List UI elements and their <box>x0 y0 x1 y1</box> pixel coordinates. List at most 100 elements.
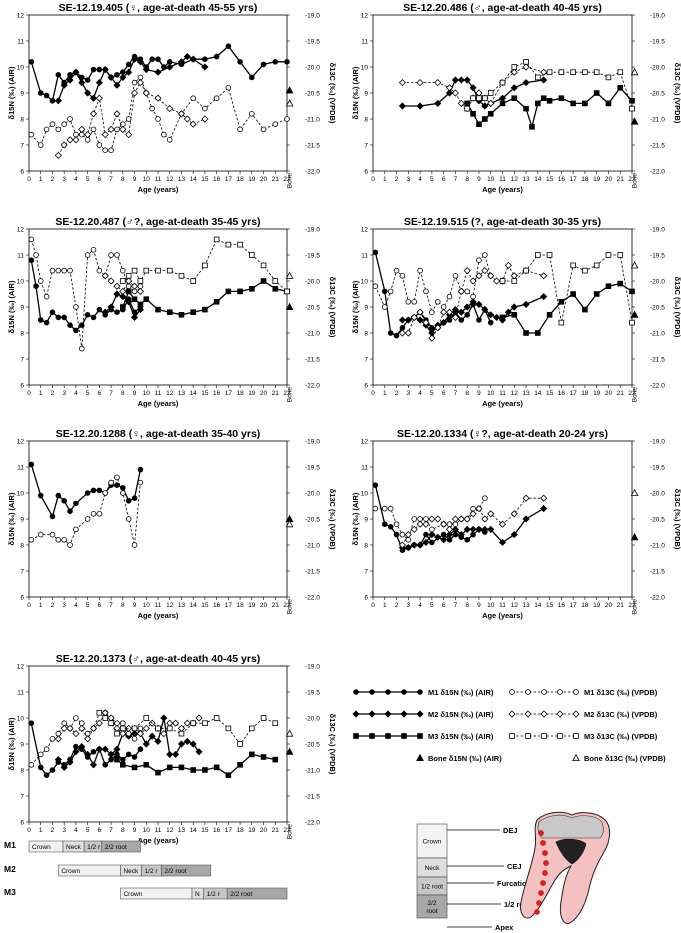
y-right-axis-label: δ13C (‰) (VPDB) <box>328 63 337 124</box>
series-line-M2-N <box>402 79 544 107</box>
x-tick-label: 3 <box>407 390 411 397</box>
data-point-M3-N <box>535 330 541 336</box>
legend-label: M2 δ13C (‰) (VPDB) <box>584 710 658 719</box>
data-point-M3-C <box>120 278 126 284</box>
series-line-M2-C <box>57 81 206 156</box>
data-point-M1-N <box>28 257 35 264</box>
data-point-M1-C <box>37 142 44 148</box>
chart-title: SE-12.20.486 (♂, age-at-death 40-45 yrs) <box>403 2 602 14</box>
data-point-M2-N <box>445 89 454 97</box>
x-tick-label: 12 <box>511 390 519 397</box>
data-point-M1-N <box>28 461 35 468</box>
data-point-M1-N <box>73 327 79 334</box>
data-point-M1-N <box>37 317 44 323</box>
data-point-M2-C <box>119 730 127 738</box>
data-point-M1-C <box>108 252 114 258</box>
y-right-tick-label: -19.5 <box>650 252 665 259</box>
data-point-M3-N <box>617 85 624 91</box>
x-tick-label: 7 <box>454 176 458 183</box>
x-tick-label: 8 <box>121 827 125 834</box>
data-point-M2-C <box>475 272 483 280</box>
y-right-tick-label: -19.0 <box>305 226 320 233</box>
y-right-tick-label: -20.5 <box>305 741 320 748</box>
data-point-M1-N <box>55 72 62 78</box>
data-point-M2-N <box>493 313 501 321</box>
data-point-M3-N <box>629 288 635 295</box>
bone-axis-label: Bone <box>631 599 638 615</box>
y-right-tick-label: -21.5 <box>650 568 665 575</box>
data-point-M1-N <box>372 482 379 489</box>
data-point-M3-N <box>178 764 185 771</box>
data-point-M1-C <box>131 79 138 86</box>
legend-marker <box>509 689 515 695</box>
data-point-M2-N <box>130 55 139 63</box>
data-point-M1-C <box>96 510 103 517</box>
bone-n-marker <box>285 747 294 755</box>
data-point-M2-C <box>189 120 197 128</box>
data-point-M2-C <box>89 110 98 118</box>
chart-title: SE-12.20.1373 (♂, age-at-death 40-45 yrs… <box>56 653 261 665</box>
x-tick-label: 15 <box>546 602 554 609</box>
data-point-M2-C <box>463 267 471 275</box>
y-left-tick-label: 12 <box>361 438 369 445</box>
data-point-M2-C <box>434 79 442 87</box>
data-point-M2-N <box>166 750 174 758</box>
data-point-M2-N <box>469 298 477 306</box>
y-left-tick-label: 11 <box>17 689 24 696</box>
data-point-M2-N <box>416 541 424 549</box>
x-tick-label: 4 <box>74 602 78 609</box>
data-point-M1-C <box>131 542 138 548</box>
y-left-axis-label: δ15N (‰) (AIR) <box>351 280 360 333</box>
data-point-M1-N <box>225 43 232 49</box>
x-tick-label: 20 <box>260 827 268 834</box>
x-tick-label: 11 <box>155 827 162 834</box>
data-point-M1-C <box>84 516 91 522</box>
legend-marker <box>384 710 392 718</box>
y-right-tick-label: -20.5 <box>650 516 665 523</box>
x-tick-label: 0 <box>371 602 375 609</box>
y-right-tick-label: -22.0 <box>305 168 320 175</box>
data-point-M1-N <box>61 314 67 321</box>
data-point-M2-N <box>404 316 412 324</box>
x-tick-label: 1 <box>39 176 43 183</box>
series-line-M3-C <box>122 238 288 292</box>
data-point-M1-C <box>417 267 423 274</box>
data-point-M2-N <box>189 55 197 63</box>
y-left-tick-label: 6 <box>20 594 24 601</box>
data-point-M3-C <box>155 267 161 274</box>
data-point-M2-N <box>422 538 430 546</box>
x-tick-label: 22 <box>283 176 291 183</box>
x-tick-label: 19 <box>248 176 256 183</box>
data-point-M1-C <box>55 126 62 133</box>
y-right-tick-label: -20.0 <box>305 715 320 722</box>
data-point-M1-N <box>55 492 62 499</box>
x-tick-label: 8 <box>121 602 125 609</box>
data-point-M2-C <box>60 724 68 732</box>
x-tick-label: 17 <box>570 176 578 183</box>
data-point-M1-N <box>84 311 91 318</box>
data-point-M2-C <box>201 115 209 123</box>
data-point-M1-C <box>387 505 394 512</box>
data-point-M1-N <box>372 249 379 256</box>
data-point-M3-C <box>114 730 120 737</box>
x-tick-label: 1 <box>39 390 43 397</box>
legend-marker <box>540 710 548 718</box>
legend-marker <box>508 710 516 718</box>
x-tick-label: 19 <box>248 827 256 834</box>
y-left-tick-label: 8 <box>364 330 368 337</box>
x-tick-label: 21 <box>617 602 625 609</box>
y-left-tick-label: 9 <box>20 516 24 523</box>
x-tick-label: 7 <box>109 602 113 609</box>
y-left-axis-label: δ15N (‰) (AIR) <box>7 492 16 545</box>
data-point-M3-C <box>202 262 208 269</box>
y-right-tick-label: -19.0 <box>650 226 665 233</box>
chart-panel-7: SE-12.20.1373 (♂, age-at-death 40-45 yrs… <box>7 653 337 845</box>
series-line-M1-N <box>30 464 142 519</box>
data-point-M3-N <box>225 772 232 778</box>
data-point-M2-C <box>119 287 127 295</box>
y-left-tick-label: 11 <box>17 464 24 471</box>
data-point-M2-N <box>177 740 186 748</box>
data-point-M3-C <box>617 252 624 258</box>
data-point-M3-N <box>166 764 173 771</box>
data-point-M1-C <box>213 95 220 101</box>
